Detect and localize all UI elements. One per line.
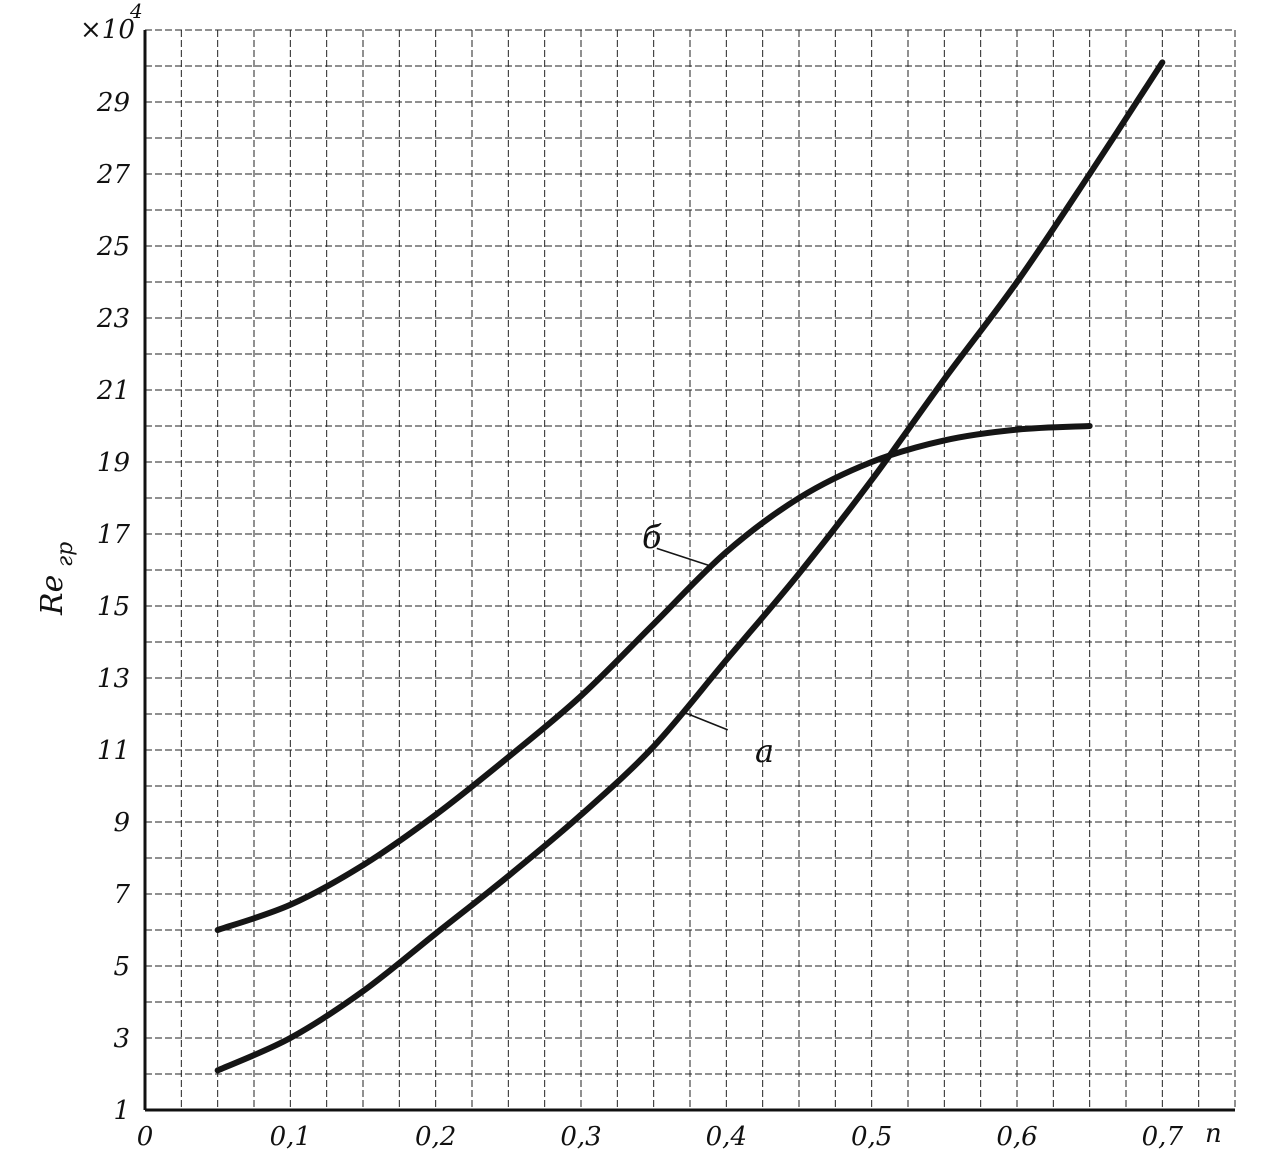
y-tick-label: 15 <box>97 592 130 622</box>
y-tick-label: 29 <box>96 88 130 118</box>
grid <box>145 29 1236 1110</box>
x-tick-label: 0,5 <box>851 1122 892 1152</box>
y-tick-label: 7 <box>113 880 130 910</box>
y-tick-label: 25 <box>96 232 130 262</box>
y-axis-label: Re <box>35 575 70 616</box>
y-tick-label: 1 <box>113 1096 130 1126</box>
y-multiplier-exponent: 4 <box>129 0 143 23</box>
y-axis-label-subscript: гр <box>53 542 78 567</box>
y-tick-label: 17 <box>97 520 131 550</box>
x-tick-label: 0,4 <box>706 1122 747 1152</box>
y-tick-label: 3 <box>113 1024 130 1054</box>
y-tick-label: 11 <box>97 736 130 766</box>
series-leader-line <box>682 711 729 731</box>
axes <box>143 30 1235 1112</box>
x-tick-label: 0,7 <box>1142 1122 1184 1152</box>
y-tick-label: 23 <box>96 304 130 334</box>
x-tick-label: 0,6 <box>996 1122 1037 1152</box>
series-label: б <box>642 518 662 556</box>
y-tick-label: 27 <box>96 160 131 190</box>
series-line-a <box>214 59 1166 1074</box>
y-tick-label: 13 <box>97 664 130 694</box>
x-tick-label: 0,3 <box>560 1122 601 1152</box>
x-tick-label: 0,2 <box>415 1122 456 1152</box>
series-leader-line <box>656 547 713 568</box>
y-tick-label: 19 <box>97 448 130 478</box>
series-label: а <box>755 732 774 770</box>
x-axis-label: n <box>1205 1119 1222 1149</box>
y-multiplier: ×10 <box>80 15 135 45</box>
y-tick-label: 21 <box>96 376 130 406</box>
y-tick-label: 9 <box>113 808 130 838</box>
y-tick-label: 5 <box>113 952 130 982</box>
x-tick-label: 0,1 <box>270 1122 311 1152</box>
series-line-b <box>214 423 1093 933</box>
x-tick-label: 0 <box>137 1122 154 1152</box>
